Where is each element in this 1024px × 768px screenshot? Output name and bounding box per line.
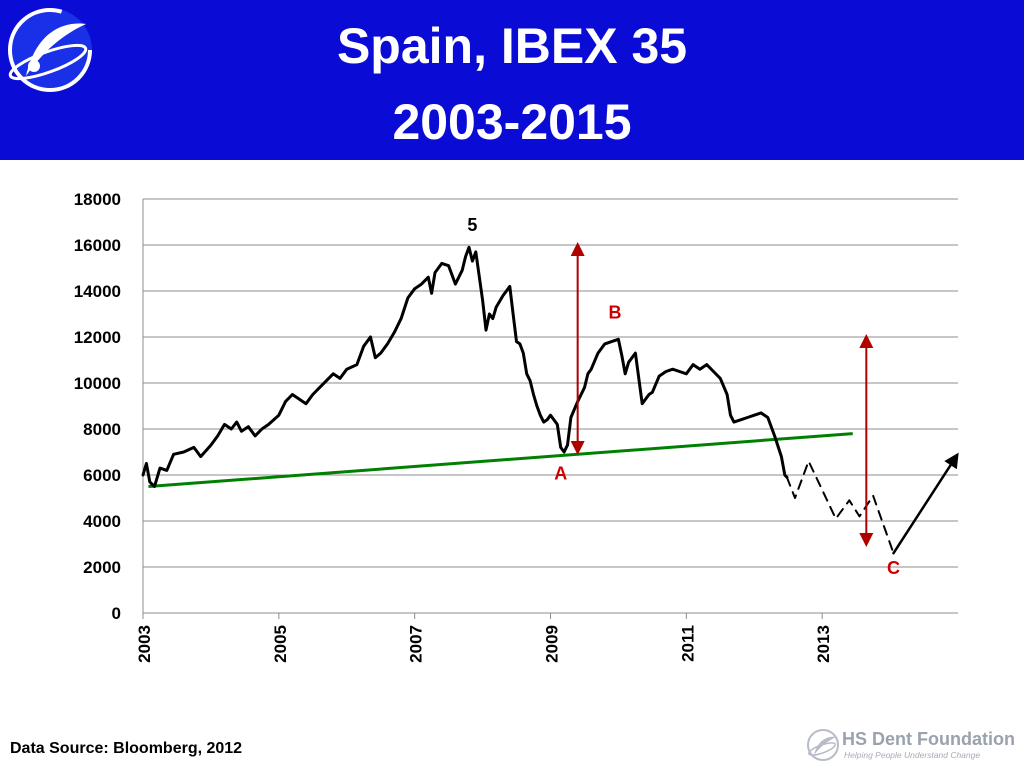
footer-brand: HS Dent Foundation Helping People Unders… xyxy=(806,726,1016,766)
y-tick-label: 14000 xyxy=(74,282,121,301)
y-tick-label: 18000 xyxy=(74,190,121,209)
trend-line xyxy=(148,432,853,488)
projection-dashed-line xyxy=(785,460,895,555)
page-title: Spain, IBEX 35 xyxy=(336,18,688,74)
annotation-label: B xyxy=(609,303,622,323)
y-tick-label: 8000 xyxy=(83,420,121,439)
brand-name: HS Dent Foundation xyxy=(842,729,1015,749)
annotation-label: A xyxy=(554,464,567,484)
hs-dent-swoosh-icon xyxy=(807,729,839,761)
x-tick-label: 2013 xyxy=(814,625,833,663)
x-tick-label: 2003 xyxy=(135,625,154,663)
y-tick-label: 0 xyxy=(112,604,121,623)
data-source-note: Data Source: Bloomberg, 2012 xyxy=(10,740,243,757)
x-tick-label: 2005 xyxy=(271,625,290,663)
brand-tagline: Helping People Understand Change xyxy=(844,750,981,760)
ibex-price-line xyxy=(141,245,789,488)
x-tick-label: 2011 xyxy=(678,625,697,662)
x-tick-label: 2009 xyxy=(543,625,562,663)
page-subtitle: 2003-2015 xyxy=(392,94,632,150)
projection-arrow xyxy=(892,452,959,555)
y-tick-label: 16000 xyxy=(74,236,121,255)
ibex-line-chart: 0 2000 4000 6000 8000 10000 12000 14000 16000 180… xyxy=(74,190,959,663)
x-tick-label: 2007 xyxy=(407,625,426,663)
y-tick-label: 10000 xyxy=(74,374,121,393)
header-banner: Spain, IBEX 35 2003-2015 xyxy=(0,0,1024,160)
annotation-label: C xyxy=(887,558,900,578)
hs-dent-swoosh-icon xyxy=(8,8,92,92)
y-tick-label: 4000 xyxy=(83,512,121,531)
y-tick-label: 2000 xyxy=(83,558,121,577)
y-tick-label: 12000 xyxy=(74,328,121,347)
annotation-label: 5 xyxy=(467,215,477,235)
y-tick-label: 6000 xyxy=(83,466,121,485)
